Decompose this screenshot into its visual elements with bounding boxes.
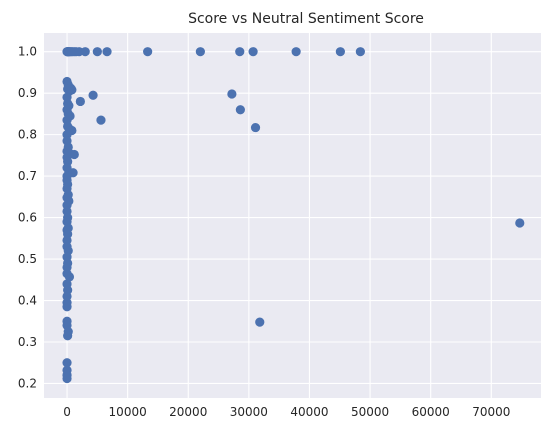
data-point (143, 47, 153, 57)
data-point (355, 47, 365, 57)
data-point (291, 47, 301, 57)
data-point (63, 331, 73, 341)
y-tick-label: 1.0 (18, 45, 37, 59)
data-point (67, 85, 77, 95)
y-tick-label: 0.7 (18, 169, 37, 183)
y-tick-label: 0.6 (18, 211, 37, 225)
x-tick-label: 50000 (351, 405, 389, 419)
plot-area (44, 33, 541, 398)
data-points (62, 47, 525, 384)
data-point (235, 47, 245, 57)
y-tick-label: 0.3 (18, 335, 37, 349)
y-tick-label: 0.5 (18, 252, 37, 266)
data-point (227, 89, 237, 99)
data-point (195, 47, 205, 57)
x-tick-label: 20000 (169, 405, 207, 419)
data-point (235, 105, 245, 115)
data-point (250, 122, 261, 133)
data-point (515, 218, 525, 228)
data-point (75, 96, 85, 107)
data-point (62, 302, 72, 312)
data-point (62, 358, 72, 368)
data-point (335, 47, 345, 57)
x-tick-label: 10000 (109, 405, 147, 419)
y-tick-label: 0.4 (18, 294, 37, 308)
data-point (92, 47, 102, 57)
y-tick-label: 0.8 (18, 128, 37, 142)
data-point (69, 149, 79, 160)
data-point (248, 47, 258, 57)
y-tick-label: 0.9 (18, 86, 37, 100)
x-gridlines (66, 33, 492, 398)
data-point (96, 115, 106, 125)
data-point (102, 47, 112, 57)
chart-title: Score vs Neutral Sentiment Score (188, 11, 424, 27)
x-axis-tick-labels: 0 10000 20000 30000 40000 50000 60000 70000 (63, 405, 510, 419)
x-tick-label: 40000 (290, 405, 328, 419)
data-point (62, 373, 72, 384)
data-point (88, 90, 98, 100)
y-axis-tick-labels: 0.2 0.3 0.4 0.5 0.6 0.7 0.8 0.9 1.0 (18, 45, 37, 391)
data-point (80, 47, 90, 57)
x-tick-label: 60000 (412, 405, 450, 419)
data-point (64, 272, 75, 282)
data-point (255, 317, 265, 327)
y-tick-label: 0.2 (18, 376, 37, 390)
x-tick-label: 70000 (472, 405, 510, 419)
x-tick-label: 0 (63, 405, 71, 419)
x-tick-label: 30000 (230, 405, 268, 419)
